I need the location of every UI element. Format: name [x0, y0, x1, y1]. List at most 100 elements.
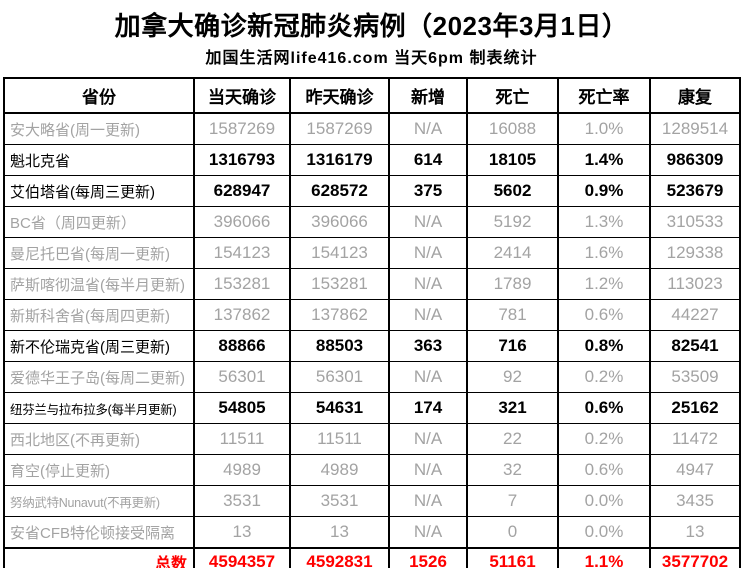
- province-cell: 萨斯喀彻温省(每半月更新): [3, 268, 195, 300]
- total-row: 总数 4594357 4592831 1526 51161 1.1% 3577702: [3, 547, 741, 568]
- recovered-cell: 310533: [649, 206, 741, 238]
- deaths-cell: 0: [466, 516, 559, 549]
- table-row: 萨斯喀彻温省(每半月更新) 153281 153281 N/A 1789 1.2% 1130…: [3, 268, 741, 300]
- new-cases-cell: N/A: [388, 112, 468, 145]
- today-confirmed-cell: 137862: [193, 299, 291, 331]
- province-cell: 新斯科舍省(每周四更新): [3, 299, 195, 331]
- deaths-cell: 22: [466, 423, 559, 455]
- recovered-cell: 129338: [649, 237, 741, 269]
- recovered-cell: 523679: [649, 175, 741, 207]
- death-rate-cell: 1.2%: [557, 268, 651, 300]
- table-row: 安大略省(周一更新) 1587269 1587269 N/A 16088 1.0% 1289…: [3, 112, 741, 145]
- recovered-cell: 1289514: [649, 112, 741, 145]
- yesterday-confirmed-cell: 54631: [289, 392, 390, 424]
- deaths-cell: 7: [466, 485, 559, 517]
- yesterday-confirmed-cell: 3531: [289, 485, 390, 517]
- death-rate-cell: 1.0%: [557, 112, 651, 145]
- death-rate-cell: 1.4%: [557, 144, 651, 176]
- total-death-rate-cell: 1.1%: [557, 547, 651, 568]
- death-rate-cell: 0.6%: [557, 454, 651, 486]
- covid-cases-table: 省份 当天确诊 昨天确诊 新增 死亡 死亡率 康复 安大略省(周一更新) 1587269 158…: [3, 77, 741, 568]
- death-rate-cell: 1.6%: [557, 237, 651, 269]
- province-cell: 新不伦瑞克省(周三更新): [3, 330, 195, 362]
- column-header-death-rate: 死亡率: [557, 77, 651, 114]
- yesterday-confirmed-cell: 88503: [289, 330, 390, 362]
- table-row: 魁北克省 1316793 1316179 614 18105 1.4% 986309: [3, 144, 741, 176]
- death-rate-cell: 0.9%: [557, 175, 651, 207]
- recovered-cell: 113023: [649, 268, 741, 300]
- deaths-cell: 5192: [466, 206, 559, 238]
- table-row: 爱德华王子岛(每周二更新) 56301 56301 N/A 92 0.2% 53509: [3, 361, 741, 393]
- total-deaths-cell: 51161: [466, 547, 559, 568]
- new-cases-cell: N/A: [388, 423, 468, 455]
- covid-report-page: 加拿大确诊新冠肺炎病例（2023年3月1日） 加国生活网life416.com …: [0, 6, 743, 568]
- deaths-cell: 5602: [466, 175, 559, 207]
- column-header-recovered: 康复: [649, 77, 741, 114]
- recovered-cell: 13: [649, 516, 741, 549]
- page-subtitle: 加国生活网life416.com 当天6pm 制表统计: [205, 50, 538, 67]
- total-yesterday-confirmed-cell: 4592831: [289, 547, 390, 568]
- new-cases-cell: 363: [388, 330, 468, 362]
- today-confirmed-cell: 11511: [193, 423, 291, 455]
- deaths-cell: 16088: [466, 112, 559, 145]
- recovered-cell: 3435: [649, 485, 741, 517]
- today-confirmed-cell: 396066: [193, 206, 291, 238]
- today-confirmed-cell: 13: [193, 516, 291, 549]
- table-row: 新斯科舍省(每周四更新) 137862 137862 N/A 781 0.6% 44227: [3, 299, 741, 331]
- deaths-cell: 32: [466, 454, 559, 486]
- province-cell: 纽芬兰与拉布拉多(每半月更新): [3, 392, 195, 424]
- deaths-cell: 321: [466, 392, 559, 424]
- recovered-cell: 53509: [649, 361, 741, 393]
- new-cases-cell: N/A: [388, 454, 468, 486]
- recovered-cell: 4947: [649, 454, 741, 486]
- yesterday-confirmed-cell: 153281: [289, 268, 390, 300]
- total-recovered-cell: 3577702: [649, 547, 741, 568]
- province-cell: 安大略省(周一更新): [3, 112, 195, 145]
- new-cases-cell: N/A: [388, 485, 468, 517]
- column-header-yesterday-confirmed: 昨天确诊: [289, 77, 390, 114]
- total-today-confirmed-cell: 4594357: [193, 547, 291, 568]
- new-cases-cell: 174: [388, 392, 468, 424]
- recovered-cell: 986309: [649, 144, 741, 176]
- province-cell: 魁北克省: [3, 144, 195, 176]
- today-confirmed-cell: 56301: [193, 361, 291, 393]
- total-new-cases-cell: 1526: [388, 547, 468, 568]
- today-confirmed-cell: 154123: [193, 237, 291, 269]
- yesterday-confirmed-cell: 628572: [289, 175, 390, 207]
- recovered-cell: 44227: [649, 299, 741, 331]
- today-confirmed-cell: 1587269: [193, 112, 291, 145]
- new-cases-cell: N/A: [388, 268, 468, 300]
- today-confirmed-cell: 1316793: [193, 144, 291, 176]
- yesterday-confirmed-cell: 1587269: [289, 112, 390, 145]
- new-cases-cell: N/A: [388, 361, 468, 393]
- table-row: 新不伦瑞克省(周三更新) 88866 88503 363 716 0.8% 82541: [3, 330, 741, 362]
- deaths-cell: 1789: [466, 268, 559, 300]
- province-cell: 西北地区(不再更新): [3, 423, 195, 455]
- deaths-cell: 18105: [466, 144, 559, 176]
- province-cell: 艾伯塔省(每周三更新): [3, 175, 195, 207]
- table-row: 曼尼托巴省(每周一更新) 154123 154123 N/A 2414 1.6% 12933…: [3, 237, 741, 269]
- new-cases-cell: N/A: [388, 516, 468, 549]
- table-header-row: 省份 当天确诊 昨天确诊 新增 死亡 死亡率 康复: [3, 77, 741, 114]
- death-rate-cell: 0.2%: [557, 361, 651, 393]
- death-rate-cell: 1.3%: [557, 206, 651, 238]
- deaths-cell: 2414: [466, 237, 559, 269]
- yesterday-confirmed-cell: 11511: [289, 423, 390, 455]
- today-confirmed-cell: 88866: [193, 330, 291, 362]
- table-row: BC省（周四更新） 396066 396066 N/A 5192 1.3% 310533: [3, 206, 741, 238]
- table-row: 努纳武特Nunavut(不再更新) 3531 3531 N/A 7 0.0% 3435: [3, 485, 741, 517]
- deaths-cell: 716: [466, 330, 559, 362]
- yesterday-confirmed-cell: 396066: [289, 206, 390, 238]
- yesterday-confirmed-cell: 137862: [289, 299, 390, 331]
- today-confirmed-cell: 628947: [193, 175, 291, 207]
- yesterday-confirmed-cell: 13: [289, 516, 390, 549]
- death-rate-cell: 0.6%: [557, 299, 651, 331]
- yesterday-confirmed-cell: 154123: [289, 237, 390, 269]
- recovered-cell: 11472: [649, 423, 741, 455]
- recovered-cell: 82541: [649, 330, 741, 362]
- column-header-province: 省份: [3, 77, 195, 114]
- death-rate-cell: 0.8%: [557, 330, 651, 362]
- deaths-cell: 781: [466, 299, 559, 331]
- new-cases-cell: N/A: [388, 299, 468, 331]
- death-rate-cell: 0.0%: [557, 516, 651, 549]
